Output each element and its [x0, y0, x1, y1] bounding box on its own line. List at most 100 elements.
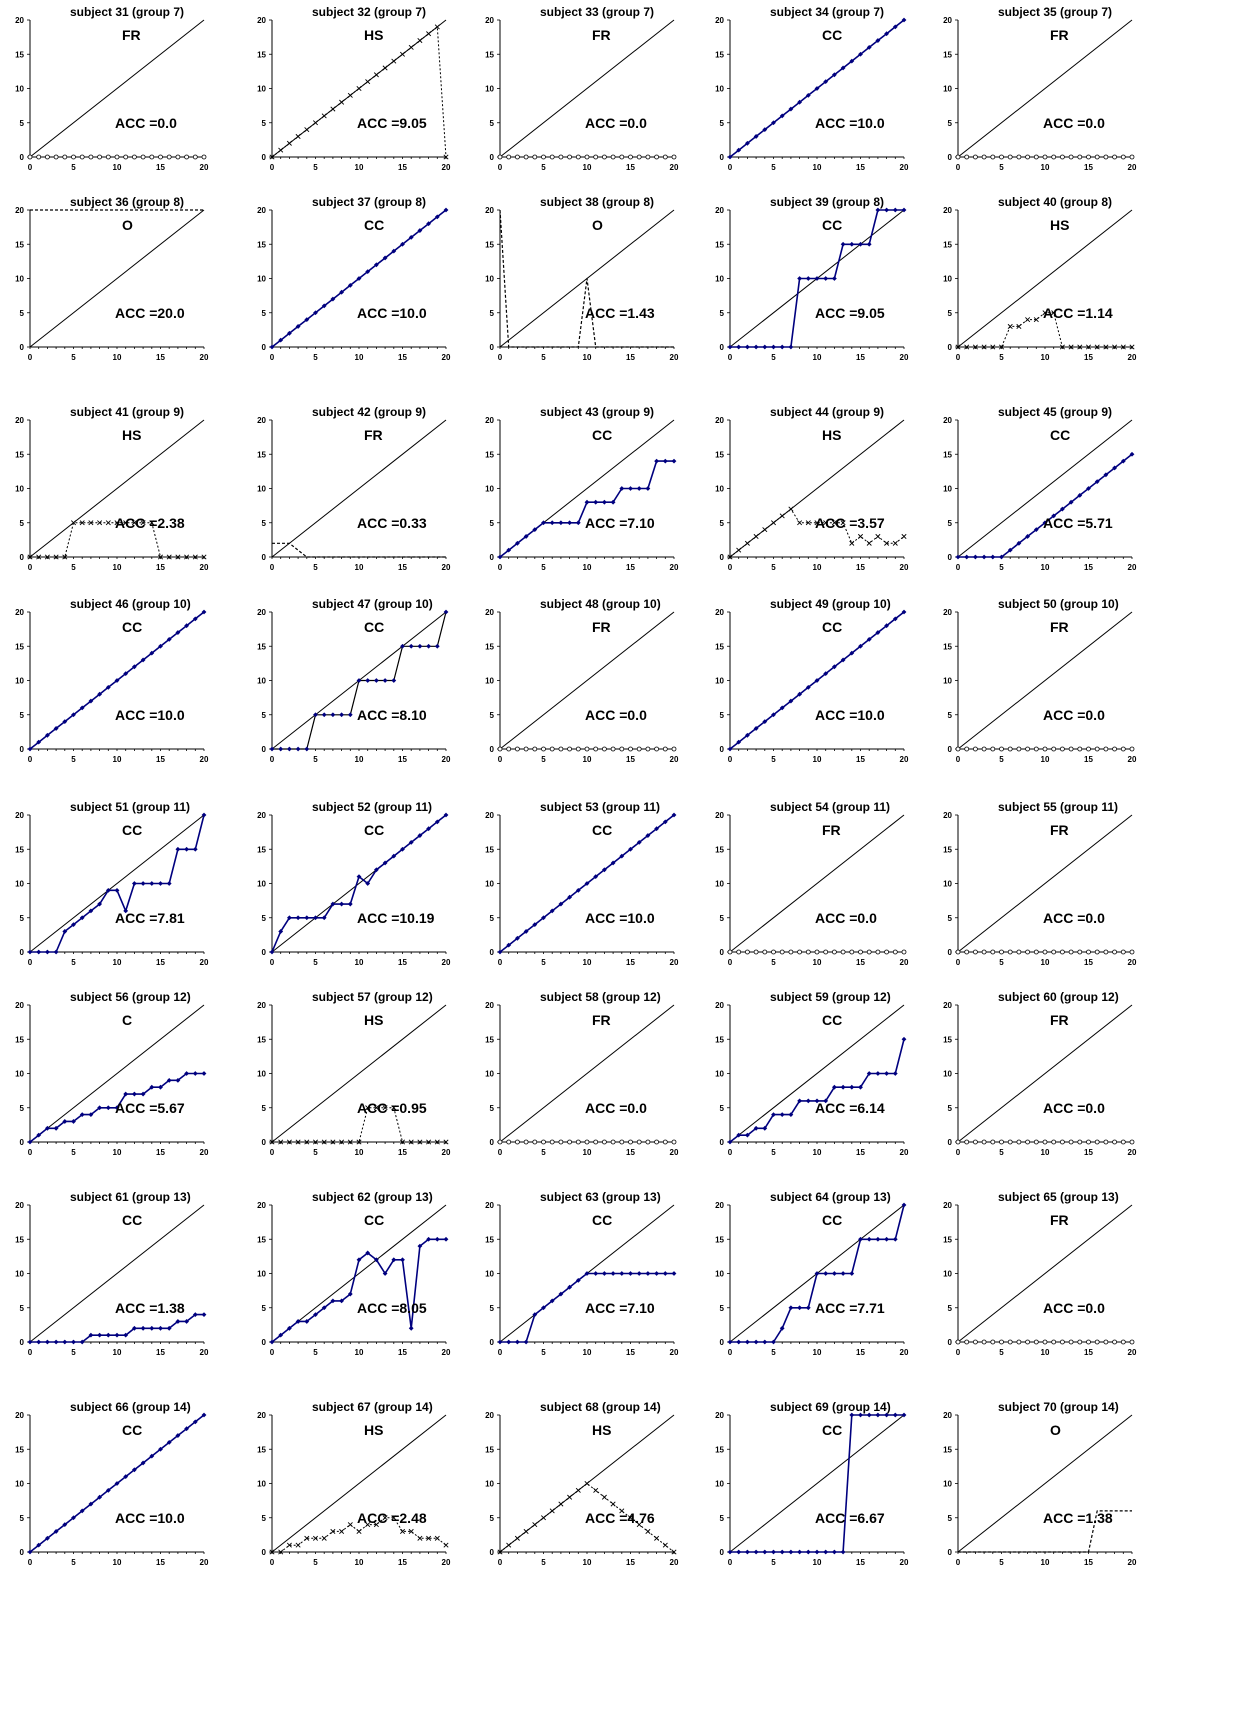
data-point — [823, 1271, 829, 1276]
x-tick-label: 0 — [270, 958, 275, 967]
data-point — [515, 1339, 520, 1345]
data-point — [1112, 1339, 1118, 1345]
y-tick-label: 0 — [262, 343, 267, 352]
data-point — [140, 154, 146, 160]
data-point — [990, 1339, 996, 1345]
data-point — [192, 1071, 198, 1076]
y-tick-label: 20 — [257, 16, 266, 25]
data-point — [1094, 1139, 1100, 1145]
data-point — [727, 949, 733, 955]
data-point — [875, 1071, 881, 1076]
reference-diagonal — [499, 1004, 675, 1143]
y-tick-label: 20 — [715, 1201, 724, 1210]
chart-title: subject 40 (group 8) — [998, 195, 1113, 209]
data-point — [788, 106, 794, 112]
reference-diagonal — [271, 1204, 447, 1343]
chart-panel: 0 5 10 15 20 0 5 10 15 20 subject 45 (group 9) CC AC… — [928, 405, 1173, 600]
classification-code: CC — [592, 822, 613, 838]
x-tick-label: 10 — [355, 1558, 364, 1567]
chart-plot: 0 5 10 15 20 0 5 10 15 20 — [485, 16, 679, 172]
y-tick-label: 15 — [15, 50, 24, 59]
data-point — [1068, 1139, 1074, 1145]
data-point — [745, 344, 750, 350]
x-tick-label: 20 — [900, 1348, 909, 1357]
data-point — [999, 154, 1004, 160]
data-point — [295, 1542, 301, 1548]
data-point — [892, 949, 898, 955]
data-point — [321, 712, 327, 718]
x-tick-label: 5 — [313, 1148, 318, 1157]
y-tick-label: 5 — [262, 1304, 267, 1313]
data-point — [114, 1481, 120, 1486]
data-point — [540, 1515, 547, 1521]
data-point — [671, 746, 677, 752]
series-line — [271, 26, 447, 158]
y-tick-label: 20 — [943, 1001, 952, 1010]
data-point — [426, 826, 431, 832]
data-point — [1016, 323, 1022, 329]
data-point — [443, 812, 449, 818]
chart-panel: 0 5 10 15 20 0 5 10 15 20 subject 35 (group 7) FR AC… — [928, 5, 1173, 200]
data-point — [312, 1535, 319, 1541]
y-tick-label: 10 — [485, 485, 494, 494]
data-point — [1033, 1139, 1039, 1145]
data-point — [36, 739, 42, 745]
data-point — [278, 746, 284, 752]
data-point — [575, 154, 581, 160]
data-point — [330, 901, 336, 907]
y-tick-label: 10 — [943, 1270, 952, 1279]
x-tick-label: 20 — [442, 563, 451, 572]
data-point — [964, 949, 970, 955]
series-line — [499, 1483, 675, 1553]
x-tick-label: 5 — [999, 958, 1004, 967]
data-point — [762, 1125, 768, 1131]
y-tick-label: 0 — [490, 1548, 495, 1557]
data-point — [788, 949, 794, 955]
data-point — [365, 1105, 371, 1111]
data-point — [339, 1528, 345, 1534]
data-point — [892, 1071, 898, 1076]
acc-value-label: ACC =2.38 — [115, 515, 185, 531]
y-tick-label: 0 — [262, 1548, 267, 1557]
y-tick-label: 15 — [257, 240, 266, 249]
x-tick-label: 15 — [398, 1348, 407, 1357]
classification-code: CC — [822, 1012, 843, 1028]
data-point — [1077, 1139, 1083, 1145]
y-tick-label: 5 — [20, 519, 25, 528]
chart-plot: 0 5 10 15 20 0 5 10 15 20 — [715, 811, 909, 967]
data-point — [1042, 310, 1048, 316]
data-point — [955, 949, 961, 955]
data-point — [330, 1139, 336, 1145]
series-line — [729, 508, 905, 558]
reference-diagonal — [271, 419, 447, 558]
y-tick-label: 10 — [715, 880, 724, 889]
y-tick-label: 0 — [20, 948, 25, 957]
data-point — [575, 887, 581, 893]
data-point — [140, 881, 146, 886]
chart-title: subject 38 (group 8) — [540, 195, 655, 209]
data-point — [955, 344, 961, 350]
x-tick-label: 10 — [355, 563, 364, 572]
x-tick-label: 10 — [813, 1148, 822, 1157]
data-point — [278, 147, 284, 153]
data-point — [497, 1139, 503, 1145]
data-point — [805, 520, 811, 526]
x-tick-label: 15 — [156, 1558, 165, 1567]
x-tick-label: 15 — [856, 163, 865, 172]
data-point — [823, 276, 829, 281]
y-tick-label: 20 — [715, 416, 724, 425]
data-point — [123, 908, 129, 914]
x-tick-label: 0 — [270, 1348, 275, 1357]
x-tick-label: 15 — [398, 163, 407, 172]
y-tick-label: 10 — [485, 275, 494, 284]
data-point — [1042, 1139, 1048, 1145]
classification-code: FR — [1050, 1212, 1069, 1228]
data-point — [1103, 154, 1109, 160]
x-tick-label: 0 — [28, 163, 33, 172]
x-tick-label: 0 — [728, 563, 733, 572]
y-tick-label: 5 — [948, 1304, 953, 1313]
data-point — [779, 1325, 785, 1331]
x-tick-label: 15 — [156, 1348, 165, 1357]
x-tick-label: 0 — [956, 1148, 961, 1157]
chart-title: subject 58 (group 12) — [540, 990, 661, 1004]
